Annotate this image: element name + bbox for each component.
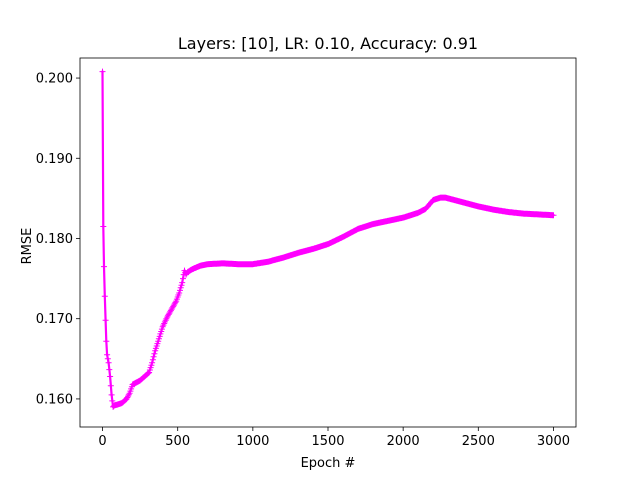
rmse-data-point <box>199 264 202 267</box>
rmse-data-point <box>522 212 525 215</box>
y-tick-label: 0.170 <box>36 312 73 327</box>
rmse-data-point <box>444 196 447 199</box>
rmse-data-point <box>296 251 300 255</box>
rmse-data-point <box>507 210 510 214</box>
rmse-data-point <box>311 247 315 251</box>
rmse-data-point <box>105 353 109 356</box>
y-tick-label: 0.160 <box>36 392 73 407</box>
rmse-data-point <box>402 216 405 219</box>
rmse-data-point <box>186 271 189 274</box>
rmse-data-point <box>111 405 115 409</box>
rmse-data-point <box>102 265 106 268</box>
rmse-data-point <box>154 349 157 352</box>
rmse-data-point <box>105 340 108 343</box>
rmse-data-point <box>150 361 154 364</box>
axes-frame <box>79 57 577 428</box>
rmse-data-point <box>266 260 270 263</box>
rmse-data-point <box>236 263 239 266</box>
rmse-data-point <box>166 315 169 319</box>
rmse-data-point <box>108 375 112 378</box>
rmse-data-point <box>477 205 480 208</box>
rmse-data-point <box>206 263 209 266</box>
rmse-data-point <box>101 70 104 73</box>
rmse-data-point <box>138 379 142 382</box>
rmse-data-point <box>450 198 453 201</box>
plot-area: 0 500 1000 1500 2000 2500 3000 0.160 0.170 0.180 0… <box>36 57 577 449</box>
rmse-data-point <box>116 403 119 406</box>
rmse-data-point <box>386 219 390 222</box>
rmse-data-point <box>492 208 495 211</box>
rmse-data-point <box>221 262 224 265</box>
rmse-data-point <box>125 397 128 401</box>
rmse-data-point <box>161 325 164 328</box>
rmse-data-point <box>552 214 555 217</box>
rmse-data-point <box>143 375 146 378</box>
x-axis-label: Epoch # <box>301 456 356 471</box>
rmse-data-point <box>158 335 161 338</box>
rmse-data-point <box>134 381 137 385</box>
y-axis-label: RMSE <box>20 228 35 265</box>
y-tick-label: 0.200 <box>36 72 73 87</box>
rmse-data-point <box>178 291 181 295</box>
rmse-data-point <box>131 383 134 386</box>
rmse-data-point <box>341 235 345 239</box>
rmse-data-point <box>417 211 420 214</box>
x-tick-label: 2500 <box>462 434 495 449</box>
rmse-data-point <box>447 197 450 200</box>
rmse-data-point <box>424 207 427 210</box>
x-tick-label: 2000 <box>387 434 420 449</box>
rmse-data-point <box>432 198 435 202</box>
rmse-data-point <box>128 392 131 395</box>
rmse-data-point <box>184 273 188 276</box>
rmse-data-point <box>181 281 184 284</box>
rmse-data-point <box>147 371 151 374</box>
y-tick-label: 0.180 <box>36 232 73 247</box>
x-tick-label: 1500 <box>311 434 344 449</box>
rmse-data-point <box>104 319 107 322</box>
rmse-data-point <box>326 242 330 246</box>
rmse-data-point <box>439 196 442 199</box>
x-tick-label: 1000 <box>236 434 269 449</box>
rmse-data-point <box>251 263 254 266</box>
chart-title: Layers: [10], LR: 0.10, Accuracy: 0.91 <box>178 34 478 53</box>
y-tick-label: 0.190 <box>36 152 73 167</box>
rmse-data-point <box>102 225 105 228</box>
rmse-data-point <box>110 393 113 397</box>
rmse-data-point <box>537 213 540 216</box>
rmse-data-point <box>371 222 375 226</box>
rmse-data-point <box>281 256 285 259</box>
rmse-data-point <box>183 269 186 272</box>
x-tick-label: 3000 <box>537 434 570 449</box>
rmse-data-point <box>103 295 107 298</box>
rmse-data-point <box>170 307 173 311</box>
rmse-data-point <box>120 401 124 405</box>
x-tick-label: 500 <box>165 434 190 449</box>
rmse-data-point <box>113 404 116 407</box>
rmse-data-point <box>191 267 194 271</box>
rmse-data-point <box>175 299 178 303</box>
rmse-data-point <box>107 361 110 364</box>
x-tick-label: 0 <box>98 434 106 449</box>
rmse-data-point <box>356 227 360 231</box>
rmse-data-point <box>462 201 465 204</box>
